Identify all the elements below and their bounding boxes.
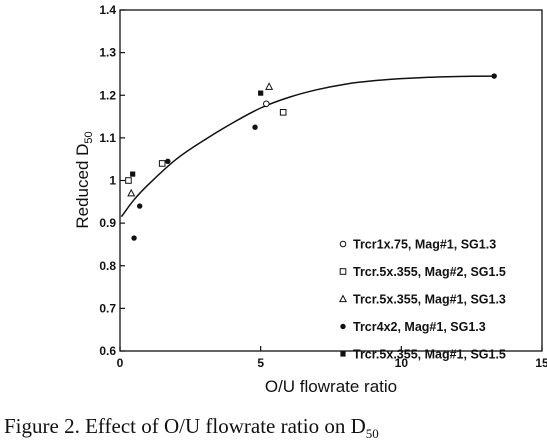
data-point (136, 203, 143, 209)
data-point (279, 109, 287, 116)
x-tick-label: 15 (535, 356, 547, 370)
data-point (165, 158, 171, 165)
figure-caption-subscript: 50 (365, 426, 379, 442)
y-axis-title-main: Reduced D (73, 144, 92, 229)
data-point (125, 177, 132, 184)
x-tick-label: 5 (257, 356, 264, 370)
data-point (265, 82, 274, 90)
data-point (491, 73, 497, 79)
x-tick-label: 10 (395, 356, 409, 370)
y-tick-label: 0.9 (99, 216, 116, 230)
figure-caption-text: Figure 2. Effect of O/U flowrate ratio o… (4, 414, 366, 438)
y-tick-label: 0.8 (99, 259, 116, 273)
y-tick-label: 1.1 (99, 131, 116, 145)
data-point (252, 124, 258, 130)
legend-marker (340, 323, 346, 330)
legend-label: Trcr.5x.355, Mag#2, SG1.5 (353, 265, 506, 279)
figure-caption: Figure 2. Effect of O/U flowrate ratio o… (4, 414, 379, 442)
x-axis-title: O/U flowrate ratio (265, 377, 397, 396)
y-tick-label: 1.2 (99, 88, 116, 102)
y-tick-label: 0.7 (99, 301, 116, 315)
y-tick-label: 1 (109, 174, 116, 188)
y-tick-label: 1.3 (99, 46, 116, 60)
legend: Trcr1x.75, Mag#1, SG1.3 Trcr.5x.355, Mag#… (338, 238, 506, 362)
legend-label: Trcr4x2, Mag#1, SG1.3 (353, 320, 486, 334)
legend-marker (339, 268, 347, 275)
data-point (131, 235, 137, 241)
x-tick-label: 0 (117, 356, 124, 370)
data-points (125, 73, 497, 241)
legend-label: Trcr.5x.355, Mag#1, SG1.5 (353, 348, 506, 362)
legend-marker (338, 294, 348, 303)
fit-curve (120, 75, 495, 218)
data-point (130, 171, 136, 177)
y-tick-label: 0.6 (99, 344, 116, 358)
y-axis: 0.6 0.7 0.8 0.9 1 1.1 1.2 1.3 1.4 (99, 3, 125, 358)
legend-label: Trcr.5x.355, Mag#1, SG1.3 (353, 293, 506, 307)
y-tick-label: 1.4 (99, 3, 116, 17)
data-point (262, 100, 270, 108)
y-axis-title: Reduced D50 (73, 131, 95, 228)
x-axis: 0 5 10 15 (117, 346, 547, 370)
legend-label: Trcr1x.75, Mag#1, SG1.3 (353, 238, 496, 252)
legend-marker (339, 240, 347, 248)
legend-marker (340, 351, 346, 357)
data-point (158, 160, 166, 167)
chart: 0.6 0.7 0.8 0.9 1 1.1 1.2 1.3 1.4 0 5 10 15 Trcr1x.… (73, 3, 547, 396)
y-axis-title-subscript: 50 (83, 131, 95, 143)
data-point (258, 90, 264, 96)
data-point (127, 188, 136, 197)
